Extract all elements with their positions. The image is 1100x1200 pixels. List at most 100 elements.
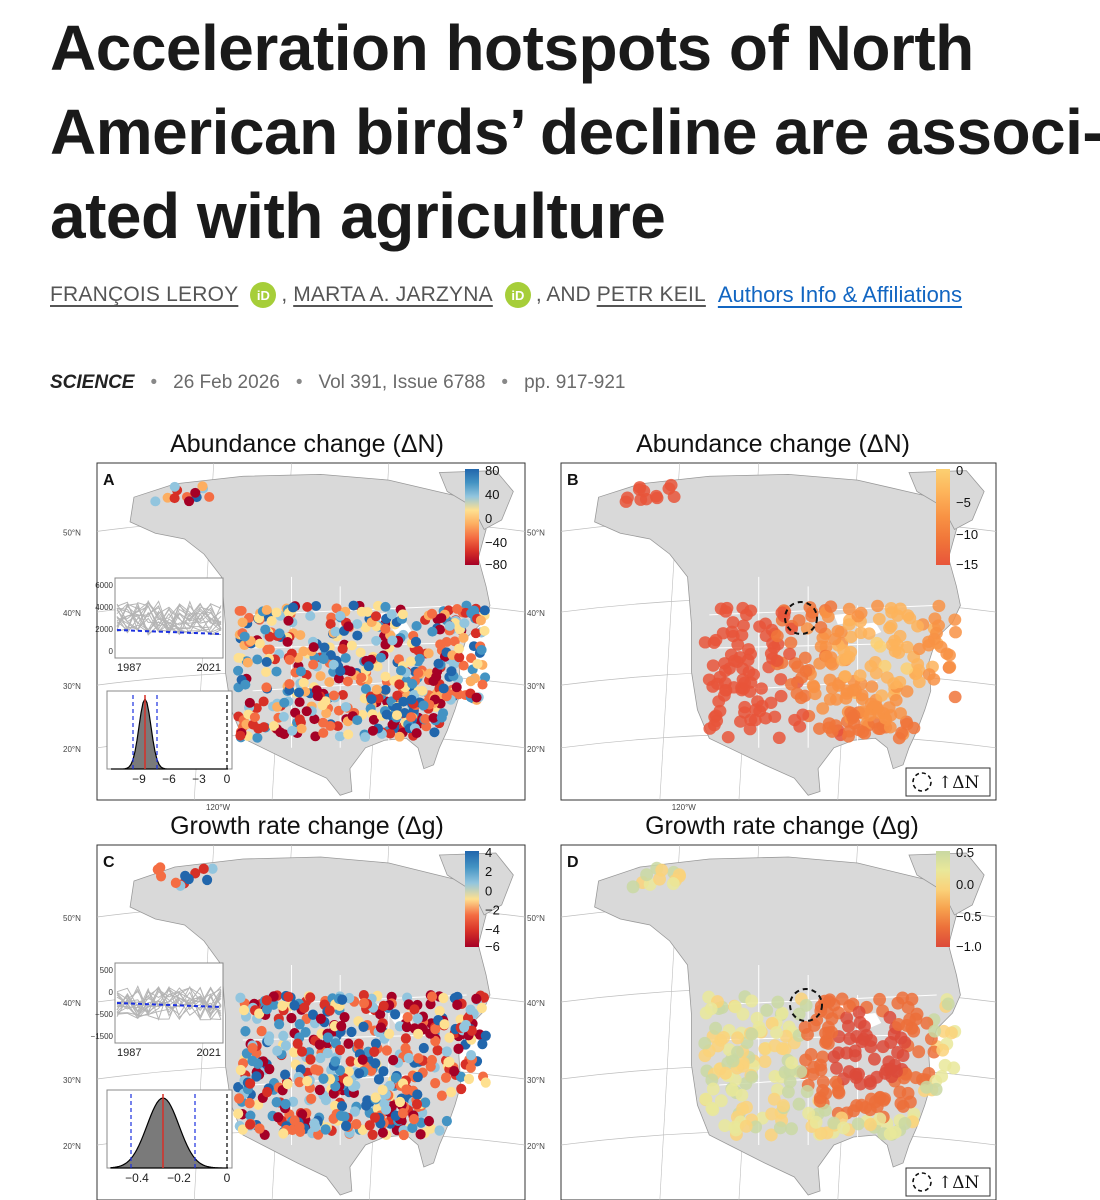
panel-title: Growth rate change (Δg) — [645, 812, 919, 840]
site-dot — [263, 1035, 274, 1046]
site-dot — [402, 1012, 413, 1023]
site-dot — [894, 707, 907, 720]
authors-affiliations-link[interactable]: Authors Info & Affiliations — [717, 282, 963, 307]
site-dot — [357, 1054, 368, 1065]
title-line-3: ated with agriculture — [50, 180, 666, 252]
site-dot — [305, 992, 316, 1003]
site-dot — [336, 1020, 347, 1032]
site-dot — [755, 682, 768, 695]
site-dot — [717, 1031, 731, 1045]
legend-bar — [465, 469, 479, 565]
site-dot — [350, 1080, 361, 1091]
figure-maps: A 50°N 40°N 30°N 20°N 120°W 80 40 0 −40 −80 6000 400… — [0, 420, 1100, 1200]
site-dot — [354, 1068, 365, 1079]
author-link-jarzyna[interactable]: MARTA A. JARZYNA — [293, 283, 493, 306]
site-dot — [718, 1119, 732, 1133]
site-dot — [234, 1093, 245, 1104]
site-dot — [282, 1078, 293, 1090]
site-dot — [852, 723, 866, 737]
site-dot — [337, 690, 348, 700]
site-dot — [719, 684, 733, 697]
site-dot — [713, 704, 727, 718]
color-legend: 0 −5 −10 −15 — [936, 463, 978, 572]
site-dot — [843, 1032, 857, 1046]
site-dot — [745, 1070, 759, 1084]
inset-xtick: 2021 — [197, 662, 221, 674]
site-dot — [868, 1052, 881, 1066]
site-dot — [207, 863, 218, 874]
site-dot — [295, 666, 307, 677]
author-link-leroy[interactable]: FRANÇOIS LEROY — [50, 283, 239, 306]
site-dot — [293, 687, 305, 698]
site-dot — [783, 1075, 797, 1089]
site-dot — [469, 605, 480, 616]
site-dot — [900, 662, 914, 675]
site-dot — [360, 684, 372, 694]
inset-series-line — [116, 603, 222, 636]
site-dot — [883, 1010, 897, 1024]
site-dot — [810, 1013, 824, 1027]
site-dots — [150, 481, 491, 743]
site-dot — [932, 599, 946, 613]
site-dot — [233, 665, 244, 676]
site-dot — [318, 728, 329, 738]
site-dot — [453, 1043, 464, 1055]
lon-label: 120°W — [206, 803, 231, 812]
lon-label: 120°W — [672, 803, 697, 812]
site-dot — [800, 1084, 814, 1098]
site-dot — [406, 694, 417, 705]
site-dot — [465, 1062, 476, 1073]
site-dot — [391, 702, 402, 713]
inset-ytick: 0 — [109, 647, 114, 656]
site-dot — [335, 666, 346, 677]
inset-series-line — [116, 599, 222, 632]
site-dot — [330, 1056, 341, 1067]
site-dot — [324, 1005, 335, 1016]
site-dot — [632, 483, 646, 496]
journal-name[interactable]: SCIENCE — [50, 372, 135, 393]
site-dot — [375, 1022, 386, 1033]
site-dot — [294, 1019, 305, 1030]
site-dot — [184, 496, 195, 507]
site-dot — [775, 1006, 789, 1020]
site-dot — [427, 991, 438, 1002]
inset-ytick: 6000 — [95, 581, 113, 590]
site-dot — [443, 1057, 454, 1068]
site-dot — [706, 1082, 720, 1096]
legend-tick-label: 0.5 — [956, 845, 974, 860]
site-dot — [289, 1115, 300, 1126]
site-dot — [476, 1002, 487, 1014]
site-dot — [298, 646, 309, 657]
site-dot — [352, 619, 363, 629]
inset-ytick: 2000 — [95, 625, 113, 634]
site-dot — [318, 654, 329, 665]
site-dot — [384, 1028, 395, 1039]
site-dot — [900, 685, 914, 698]
title-line-2: American birds’ decline are associ- — [50, 96, 1100, 168]
site-dot — [827, 1116, 841, 1130]
site-dot — [936, 1043, 950, 1057]
site-dot — [929, 1082, 943, 1096]
histogram-xtick: 0 — [224, 772, 231, 786]
color-legend: 4 2 0 −2 −4 −6 — [465, 845, 500, 954]
lat-label: 40°N — [527, 999, 545, 1008]
site-dot — [770, 654, 784, 667]
site-dot — [706, 1103, 720, 1117]
site-dot — [476, 644, 487, 655]
hotspot-legend: ↑ΔN — [905, 1167, 991, 1197]
site-dot — [378, 1066, 389, 1077]
orcid-icon[interactable]: iD — [504, 282, 531, 308]
panel-letter: C — [103, 854, 115, 871]
site-dot — [398, 696, 409, 707]
histogram-density — [111, 697, 228, 770]
site-dot — [286, 1012, 297, 1024]
site-dot — [744, 604, 758, 617]
site-dot — [743, 722, 757, 736]
site-dot — [197, 481, 208, 492]
site-dot — [842, 618, 856, 631]
legend-tick-label: 40 — [485, 487, 499, 502]
author-link-keil[interactable]: PETR KEIL — [596, 283, 706, 306]
site-dot — [792, 1097, 806, 1111]
site-dot — [262, 644, 273, 655]
orcid-icon[interactable]: iD — [250, 282, 277, 308]
